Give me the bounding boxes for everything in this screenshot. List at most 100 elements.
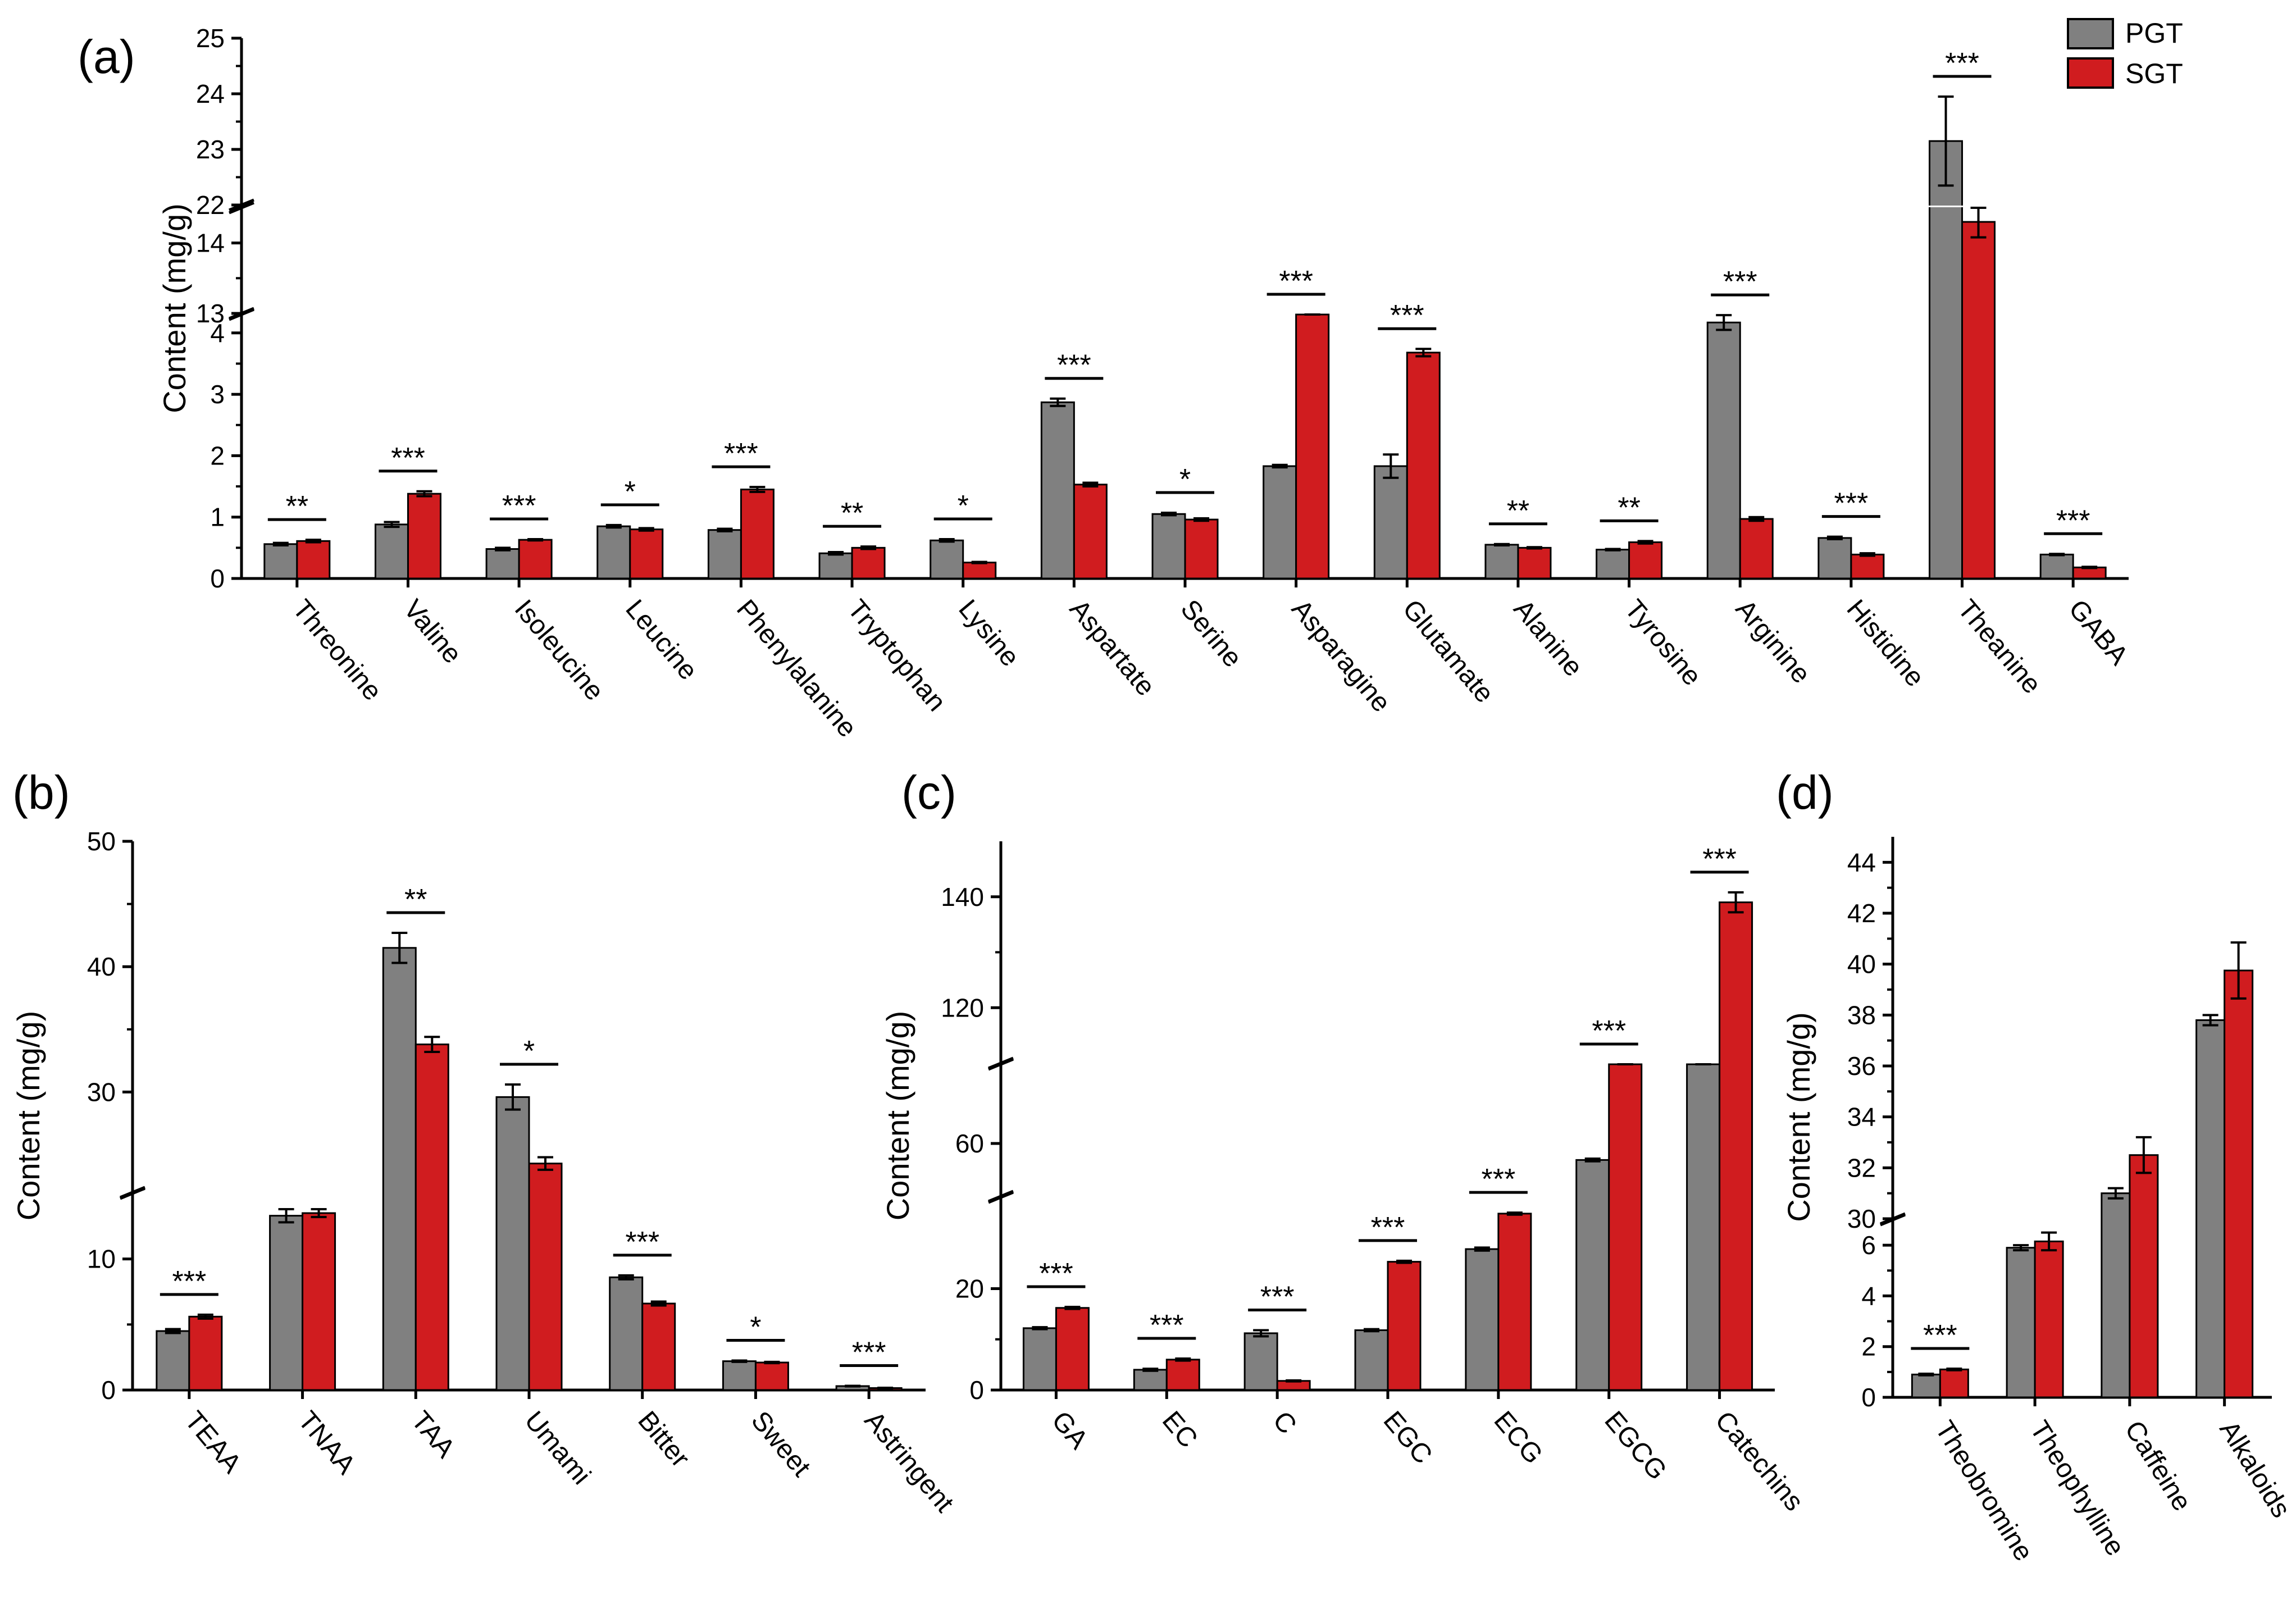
bar-a-pgt-9 [1263,465,1297,580]
bar-a-pgt-14 [1817,537,1852,580]
y-tick-label-d: 4 [1861,1281,1876,1310]
bar-b-sgt-3 [528,1163,563,1391]
axis-break-mark-c [988,1056,1014,1070]
y-tick-label-a: 1 [210,503,225,532]
panel-letter-d: (d) [1776,766,1834,819]
bar-b-sgt-0 [188,1315,223,1391]
bar-c-pgt-6 [1686,1063,1721,1391]
y-axis-label-d: Content (mg/g) [1781,1012,1816,1222]
significance-label-d-0: *** [1923,1319,1957,1352]
significance-label-c-0: *** [1039,1257,1073,1290]
significance-label-b-4: *** [625,1226,659,1259]
bar-a-pgt-3 [596,525,631,580]
significance-label-a-13: *** [1723,266,1757,298]
y-tick-label-a: 0 [210,564,225,593]
significance-label-b-2: ** [404,883,427,916]
bar-d-sgt-3 [2224,969,2254,1398]
significance-label-a-14: *** [1834,487,1869,520]
bar-c-pgt-2 [1243,1332,1278,1391]
y-tick-label-a: 3 [210,380,225,409]
significance-label-a-9: *** [1279,265,1313,298]
bar-c-sgt-0 [1055,1307,1090,1391]
bar-a-pgt-1 [374,523,409,580]
y-tick-label-a: 14 [196,229,225,258]
bar-d-pgt-3 [2195,1019,2226,1398]
bar-b-pgt-1 [269,1215,304,1391]
axis-break-mark-a [229,201,254,215]
bar-a-sgt-8 [1184,518,1219,580]
bar-a-sgt-4 [740,489,775,580]
significance-label-c-1: *** [1150,1309,1184,1342]
bar-b-sgt-5 [754,1361,789,1391]
y-tick-label-d: 38 [1847,1000,1876,1029]
bar-d-sgt-0 [1939,1368,1969,1398]
y-tick-label-b: 10 [87,1245,116,1274]
bar-b-sgt-1 [302,1212,336,1391]
significance-label-b-0: *** [172,1265,206,1298]
bar-a-pgt-2 [485,548,520,580]
bar-c-pgt-3 [1354,1329,1389,1391]
significance-label-a-2: *** [502,490,536,522]
y-tick-label-d: 42 [1847,899,1876,928]
bar-a-sgt-7 [1073,484,1108,580]
y-tick-label-a: 23 [196,135,225,164]
bar-a-sgt-9 [1295,313,1330,580]
y-tick-label-d: 6 [1861,1231,1876,1260]
y-tick-label-d: 34 [1847,1102,1876,1132]
legend-pgt-swatch [2067,18,2114,49]
bar-a-pgt-11 [1484,544,1519,580]
bar-a-sgt-5 [851,546,886,580]
bar-a-sgt-11 [1517,546,1552,580]
bar-a-sgt-3 [629,528,664,580]
y-axis-label-a: Content (mg/g) [157,203,192,413]
bar-a-pgt-10 [1373,465,1408,580]
bar-d-pgt-2 [2101,1192,2131,1398]
significance-label-a-10: *** [1390,299,1424,332]
significance-label-c-2: *** [1260,1281,1295,1313]
y-tick-label-d: 32 [1847,1153,1876,1182]
bar-a-sgt-12 [1628,541,1663,580]
bar-c-pgt-4 [1465,1248,1500,1391]
significance-label-a-8: * [1179,463,1191,496]
panel-letter-a: (a) [78,30,135,83]
bar-b-pgt-2 [382,947,417,1391]
bar-b-sgt-2 [414,1043,449,1391]
bar-b-pgt-0 [156,1330,190,1391]
bar-a-sgt-14 [1850,553,1885,580]
bar-d-sgt-2 [2129,1154,2159,1398]
y-tick-label-c: 60 [955,1129,984,1158]
significance-label-a-15: *** [1945,47,1979,80]
bar-b-pgt-4 [609,1276,644,1391]
significance-label-b-3: * [523,1035,535,1068]
bar-c-pgt-1 [1133,1369,1168,1391]
legend-pgt-label: PGT [2125,17,2183,49]
bar-b-pgt-3 [495,1096,530,1391]
bar-c-sgt-6 [1719,901,1753,1391]
bar-c-sgt-1 [1165,1359,1200,1391]
significance-label-c-3: *** [1371,1211,1405,1244]
y-tick-label-c: 120 [941,993,984,1022]
bar-a-sgt-13 [1739,518,1774,580]
bar-c-sgt-4 [1497,1213,1532,1391]
y-tick-label-a: 25 [196,24,225,53]
significance-label-a-6: * [958,490,969,522]
bar-a-sgt-1 [407,493,441,580]
axis-break-mark-c [988,1190,1014,1203]
y-tick-label-d: 44 [1847,847,1876,877]
axis-break-mark-b [120,1186,145,1199]
significance-label-a-16: *** [2056,504,2090,537]
y-tick-label-d: 2 [1861,1332,1876,1361]
y-tick-label-c: 140 [941,882,984,912]
panel-letter-b: (b) [12,766,70,819]
significance-label-a-3: * [625,476,636,508]
legend: PGT SGT [2067,17,2183,89]
bar-a-pgt-12 [1596,549,1630,580]
significance-label-a-7: *** [1057,349,1091,382]
bar-a-pgt-0 [263,543,298,580]
y-tick-label-a: 24 [196,79,225,108]
bar-a-sgt-6 [962,562,997,580]
bar-c-sgt-3 [1387,1261,1422,1391]
bar-a-pgt-4 [707,529,742,580]
bar-b-pgt-5 [722,1360,757,1391]
bar-a-pgt-6 [930,539,964,580]
